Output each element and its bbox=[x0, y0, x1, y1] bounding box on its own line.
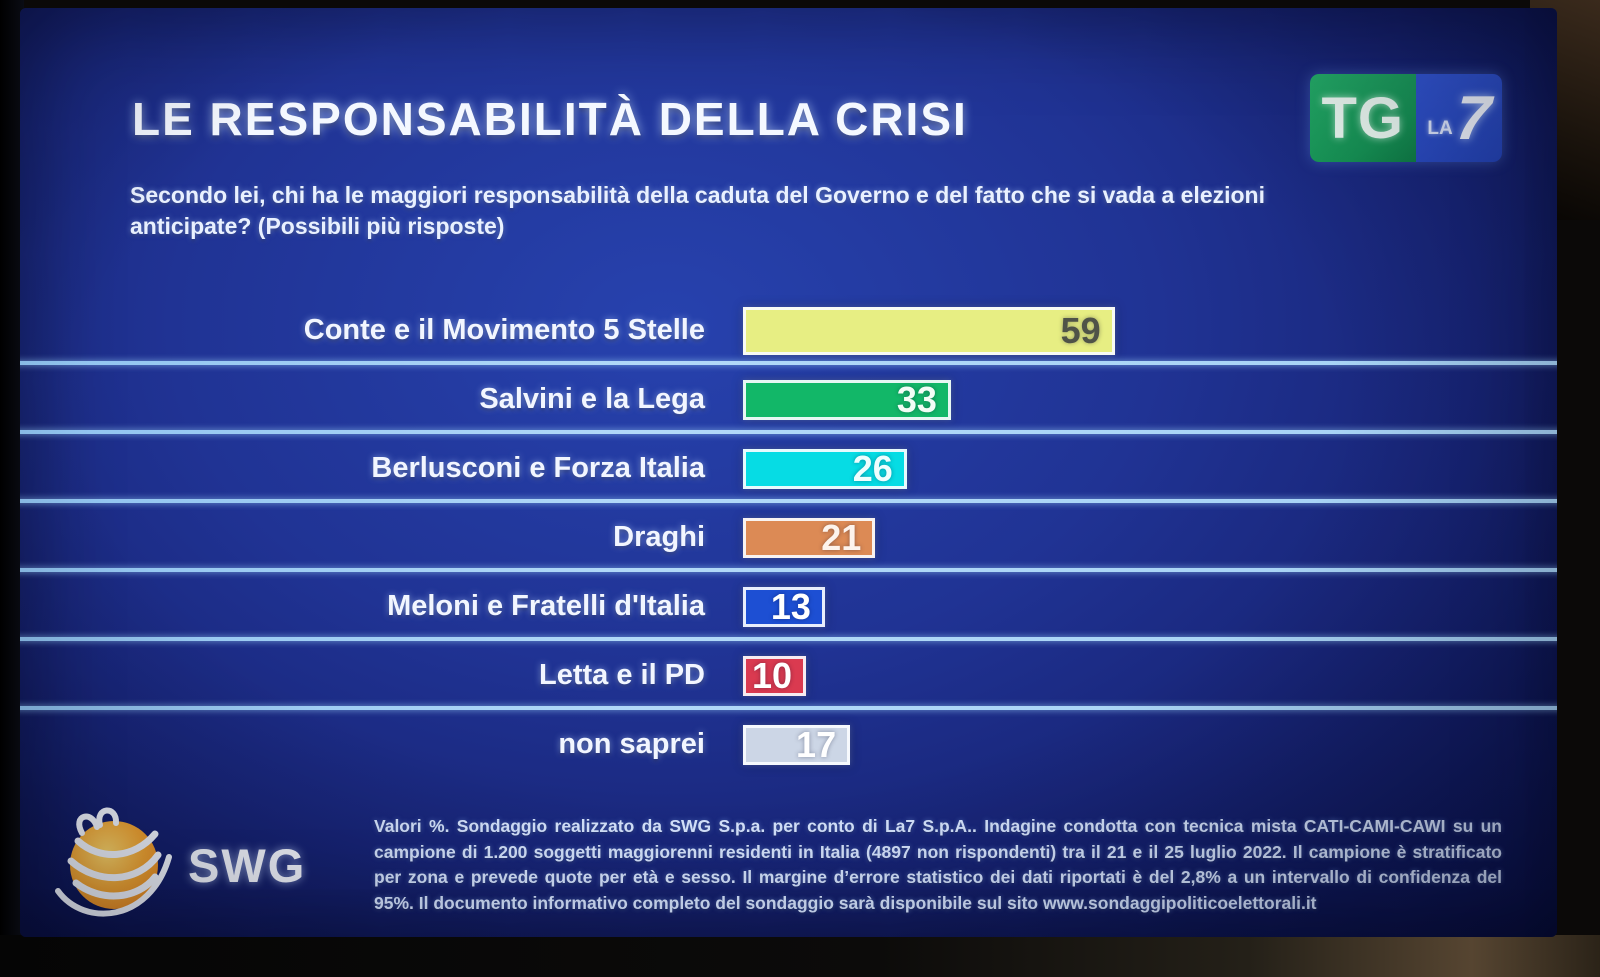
bar-value: 59 bbox=[1060, 309, 1101, 351]
tg-logo-text: TG bbox=[1321, 85, 1405, 151]
chart-row: Letta e il PD 10 bbox=[20, 641, 1557, 710]
bar-label: Meloni e Fratelli d'Italia bbox=[387, 590, 705, 622]
la7-logo-la-text: LA bbox=[1427, 118, 1453, 139]
chart-row: non saprei 17 bbox=[20, 710, 1557, 779]
bar: 33 bbox=[743, 378, 951, 420]
bar-chart: Conte e il Movimento 5 Stelle 59 Salvini e… bbox=[20, 296, 1557, 779]
bar-label: Draghi bbox=[613, 521, 705, 553]
poll-question: Secondo lei, chi ha le maggiori responsa… bbox=[130, 182, 1265, 239]
page-title: LE RESPONSABILITÀ DELLA CRISI bbox=[132, 93, 968, 145]
chart-row: Salvini e la Lega 33 bbox=[20, 365, 1557, 434]
bar-label: Salvini e la Lega bbox=[479, 383, 705, 415]
bar-value: 17 bbox=[796, 723, 837, 765]
methodology-note: Valori %. Sondaggio realizzato da SWG S.… bbox=[374, 816, 1502, 913]
tv-screen: LE RESPONSABILITÀ DELLA CRISI Secondo le… bbox=[20, 8, 1557, 937]
bar-value: 13 bbox=[770, 585, 811, 627]
bar-value: 21 bbox=[821, 516, 862, 558]
bar: 26 bbox=[743, 447, 907, 489]
chart-row: Berlusconi e Forza Italia 26 bbox=[20, 434, 1557, 503]
chart-row: Draghi 21 bbox=[20, 503, 1557, 572]
la7-logo-box: LA 7 bbox=[1415, 74, 1502, 162]
bar-value: 26 bbox=[852, 447, 893, 489]
swg-logo-text: SWG bbox=[188, 838, 307, 892]
bar: 10 bbox=[743, 654, 806, 696]
footer: SWG Valori %. Sondaggio realizzato da SW… bbox=[50, 801, 1502, 929]
swg-globe-icon bbox=[55, 807, 172, 917]
swg-logo: SWG bbox=[50, 801, 338, 929]
tg-logo-box: TG bbox=[1310, 74, 1416, 162]
bar: 13 bbox=[743, 585, 825, 627]
bar-value: 10 bbox=[751, 654, 792, 696]
bar-label: Letta e il PD bbox=[539, 659, 705, 691]
la7-logo-seven-text: 7 bbox=[1453, 83, 1493, 153]
bar-label: Conte e il Movimento 5 Stelle bbox=[303, 314, 705, 346]
chart-row: Meloni e Fratelli d'Italia 13 bbox=[20, 572, 1557, 641]
chart-row: Conte e il Movimento 5 Stelle 59 bbox=[20, 296, 1557, 365]
bar-label: Berlusconi e Forza Italia bbox=[371, 452, 705, 484]
bar: 21 bbox=[743, 516, 876, 558]
tgla7-logo: TG LA 7 bbox=[1310, 74, 1502, 162]
tv-bezel-bottom bbox=[0, 935, 1600, 977]
bar: 17 bbox=[743, 723, 851, 765]
bar-label: non saprei bbox=[558, 728, 705, 760]
bar-value: 33 bbox=[896, 378, 937, 420]
bar: 59 bbox=[743, 306, 1115, 355]
